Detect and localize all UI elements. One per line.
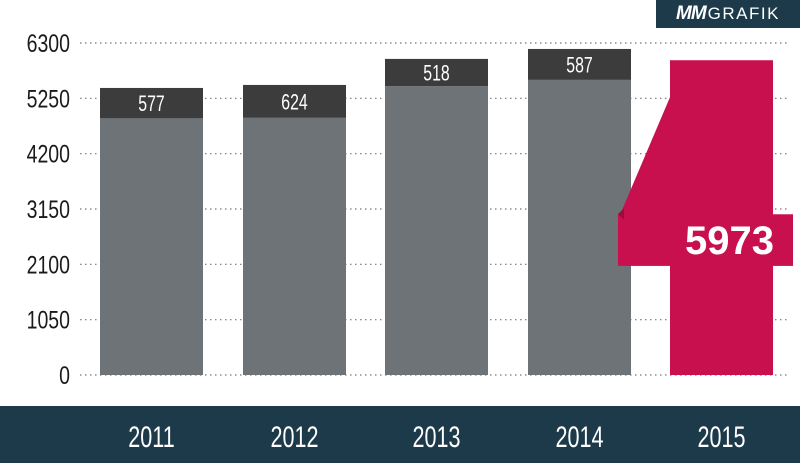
y-tick-label: 3150 bbox=[27, 196, 70, 224]
bar-increment-2012 bbox=[243, 84, 346, 118]
y-tick-label: 2100 bbox=[27, 251, 70, 279]
y-axis: 0 1050 2100 3150 4200 5250 6300 bbox=[27, 30, 70, 390]
segment-label: 587 bbox=[566, 54, 592, 78]
callout-shadow bbox=[618, 208, 624, 220]
segment-label: 624 bbox=[281, 91, 308, 115]
bar-base-2014 bbox=[528, 79, 631, 375]
bar-increment-2014 bbox=[528, 48, 631, 80]
segment-label: 577 bbox=[138, 93, 164, 117]
y-tick-label: 4200 bbox=[27, 140, 70, 168]
callout-numeral-crossbar bbox=[618, 214, 793, 266]
segment-label: 518 bbox=[423, 62, 449, 86]
bars bbox=[100, 48, 793, 375]
x-tick-label: 2013 bbox=[412, 419, 460, 453]
x-tick-label: 2012 bbox=[270, 419, 318, 453]
y-tick-label: 0 bbox=[59, 362, 70, 390]
bar-base-2012 bbox=[243, 117, 346, 375]
bar-increment-2011 bbox=[100, 87, 203, 119]
x-tick-label: 2014 bbox=[555, 419, 603, 453]
bar-base-2011 bbox=[100, 118, 203, 375]
bar-base-2013 bbox=[385, 86, 488, 375]
highlight-value-label: 5973 bbox=[685, 219, 774, 263]
y-tick-label: 5250 bbox=[27, 85, 70, 113]
segment-labels: 577 624 518 587 5973 bbox=[138, 54, 774, 263]
bar-increment-2013 bbox=[385, 58, 488, 87]
logo-mm: MM bbox=[676, 3, 707, 24]
x-tick-label: 2011 bbox=[128, 419, 174, 453]
y-tick-label: 6300 bbox=[27, 30, 70, 58]
callout-numeral-diagonal bbox=[618, 97, 670, 220]
x-axis-band bbox=[0, 406, 800, 463]
y-tick-label: 1050 bbox=[27, 306, 70, 334]
x-axis: 2011 2012 2013 2014 2015 bbox=[128, 419, 745, 453]
x-tick-label: 2015 bbox=[697, 419, 745, 453]
mm-grafik-logo: MM GRAFIK bbox=[656, 0, 800, 28]
logo-text: GRAFIK bbox=[707, 4, 780, 23]
